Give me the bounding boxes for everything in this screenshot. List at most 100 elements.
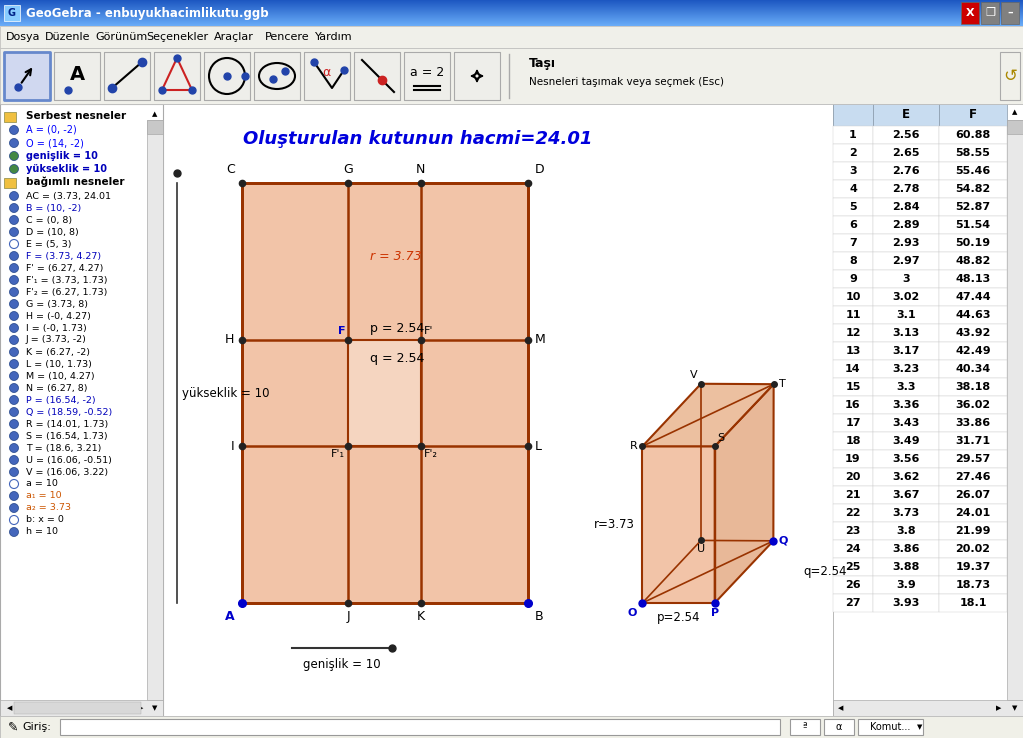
Text: ▲: ▲ xyxy=(1013,109,1018,115)
Bar xyxy=(833,450,873,468)
Text: 16: 16 xyxy=(845,400,860,410)
Text: 55.46: 55.46 xyxy=(955,166,990,176)
Bar xyxy=(304,52,350,100)
Text: 33.86: 33.86 xyxy=(955,418,990,428)
Text: L = (10, 1.73): L = (10, 1.73) xyxy=(26,359,92,368)
Text: V = (16.06, 3.22): V = (16.06, 3.22) xyxy=(26,467,108,477)
Bar xyxy=(873,468,939,486)
Text: 3.86: 3.86 xyxy=(892,544,920,554)
Text: 3: 3 xyxy=(902,274,909,284)
Text: Seçenekler: Seçenekler xyxy=(146,32,209,42)
Bar xyxy=(833,104,1023,716)
Circle shape xyxy=(9,396,18,404)
Bar xyxy=(873,252,939,270)
Bar xyxy=(873,180,939,198)
Bar xyxy=(939,378,1007,396)
Bar xyxy=(0,14,1023,15)
Bar xyxy=(873,558,939,576)
Bar xyxy=(939,270,1007,288)
Text: 2.78: 2.78 xyxy=(892,184,920,194)
Text: Q: Q xyxy=(779,536,788,546)
Bar xyxy=(833,378,873,396)
Bar xyxy=(833,144,873,162)
Text: 29.57: 29.57 xyxy=(955,454,990,464)
Text: α: α xyxy=(836,722,842,732)
Text: genişlik = 10: genişlik = 10 xyxy=(303,658,381,671)
Text: I = (-0, 1.73): I = (-0, 1.73) xyxy=(26,323,87,333)
Text: a₂ = 3.73: a₂ = 3.73 xyxy=(26,503,71,512)
Text: 3.36: 3.36 xyxy=(892,400,920,410)
Bar xyxy=(873,540,939,558)
Bar xyxy=(939,576,1007,594)
Text: 7: 7 xyxy=(849,238,857,248)
Text: D = (10, 8): D = (10, 8) xyxy=(26,227,79,236)
Text: p=2.54: p=2.54 xyxy=(657,611,701,624)
Text: Q = (18.59, -0.52): Q = (18.59, -0.52) xyxy=(26,407,113,416)
Text: yükseklik = 10: yükseklik = 10 xyxy=(26,164,107,174)
Bar xyxy=(0,19,1023,20)
Text: 18.1: 18.1 xyxy=(960,598,987,608)
Bar xyxy=(4,112,16,122)
Text: 51.54: 51.54 xyxy=(955,220,990,230)
Bar xyxy=(873,288,939,306)
Text: 3.1: 3.1 xyxy=(896,310,916,320)
Bar xyxy=(833,288,873,306)
Circle shape xyxy=(9,384,18,393)
Text: Düzenle: Düzenle xyxy=(45,32,90,42)
Bar xyxy=(0,4,1023,5)
Text: R: R xyxy=(629,441,637,452)
Text: 19.37: 19.37 xyxy=(955,562,990,572)
Text: F'₂: F'₂ xyxy=(424,449,438,459)
Bar xyxy=(939,360,1007,378)
Text: R = (14.01, 1.73): R = (14.01, 1.73) xyxy=(26,419,108,429)
Text: ◀: ◀ xyxy=(838,705,844,711)
Circle shape xyxy=(9,125,18,134)
Bar xyxy=(873,486,939,504)
Text: C: C xyxy=(226,163,234,176)
Circle shape xyxy=(9,419,18,429)
Text: 6: 6 xyxy=(849,220,857,230)
Text: 11: 11 xyxy=(845,310,860,320)
Text: q=2.54: q=2.54 xyxy=(803,565,847,579)
Bar xyxy=(833,468,873,486)
Text: 36.02: 36.02 xyxy=(955,400,990,410)
Text: 3.67: 3.67 xyxy=(892,490,920,500)
Text: 1: 1 xyxy=(849,130,857,140)
Text: 3.93: 3.93 xyxy=(892,598,920,608)
Text: 58.55: 58.55 xyxy=(955,148,990,158)
Bar xyxy=(147,120,163,700)
Text: 31.71: 31.71 xyxy=(955,436,990,446)
Circle shape xyxy=(9,300,18,308)
Circle shape xyxy=(9,467,18,477)
Text: B: B xyxy=(535,610,543,623)
Bar xyxy=(939,234,1007,252)
Bar xyxy=(4,178,16,188)
Text: 27: 27 xyxy=(845,598,860,608)
Text: N: N xyxy=(416,163,426,176)
Circle shape xyxy=(9,288,18,297)
Text: 3.62: 3.62 xyxy=(892,472,920,482)
Bar xyxy=(939,198,1007,216)
Text: 3.23: 3.23 xyxy=(892,364,920,374)
Text: r=3.73: r=3.73 xyxy=(593,518,634,531)
Bar xyxy=(873,450,939,468)
Text: F'₁ = (3.73, 1.73): F'₁ = (3.73, 1.73) xyxy=(26,275,107,285)
Text: X: X xyxy=(966,8,974,18)
Text: O = (14, -2): O = (14, -2) xyxy=(26,138,84,148)
Bar xyxy=(0,11,1023,12)
Text: Nesneleri taşımak veya seçmek (Esc): Nesneleri taşımak veya seçmek (Esc) xyxy=(529,77,724,87)
Text: F' = (6.27, 4.27): F' = (6.27, 4.27) xyxy=(26,263,103,272)
Text: 3.56: 3.56 xyxy=(892,454,920,464)
Bar xyxy=(833,126,873,144)
Bar xyxy=(0,25,1023,26)
Bar xyxy=(939,504,1007,522)
Bar xyxy=(939,486,1007,504)
Circle shape xyxy=(9,191,18,201)
Text: ▶: ▶ xyxy=(138,705,143,711)
Text: α: α xyxy=(322,66,330,78)
Text: M: M xyxy=(535,333,545,346)
Bar xyxy=(939,342,1007,360)
Text: F': F' xyxy=(424,325,434,336)
Text: 52.87: 52.87 xyxy=(955,202,990,212)
Bar xyxy=(0,20,1023,21)
